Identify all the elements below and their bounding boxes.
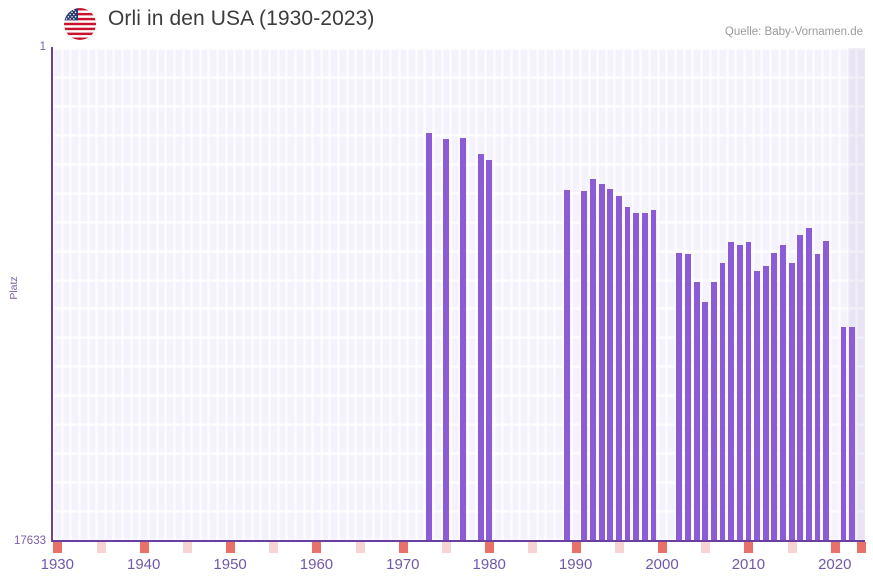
us-flag-icon bbox=[64, 8, 96, 40]
x-axis-tick-mark bbox=[312, 542, 322, 553]
chart-header: Orli in den USA (1930-2023) Quelle: Baby… bbox=[0, 0, 873, 48]
bar bbox=[425, 133, 432, 540]
bar bbox=[598, 184, 605, 540]
bar bbox=[702, 301, 709, 540]
bar bbox=[615, 195, 622, 540]
bar bbox=[486, 159, 493, 540]
bar bbox=[780, 244, 786, 540]
x-axis-tick-mark bbox=[658, 542, 667, 553]
x-axis-tick-mark bbox=[744, 542, 754, 553]
bar bbox=[650, 209, 657, 540]
bar-series bbox=[53, 48, 865, 540]
bar bbox=[443, 138, 450, 540]
x-axis-tick-label: 1930 bbox=[40, 556, 74, 573]
bar bbox=[641, 212, 648, 540]
x-axis-tick-mark bbox=[485, 542, 495, 553]
x-axis-tick-mark bbox=[139, 542, 149, 553]
x-axis-tick-label: 1950 bbox=[213, 556, 247, 573]
bar bbox=[624, 207, 631, 540]
x-axis-minor-tick-mark bbox=[182, 542, 192, 553]
bar bbox=[477, 154, 484, 540]
bar bbox=[754, 271, 761, 540]
bar bbox=[607, 189, 614, 540]
x-axis-tick-mark bbox=[53, 542, 63, 553]
bar bbox=[719, 262, 726, 540]
chart-title: Orli in den USA (1930-2023) bbox=[108, 7, 375, 30]
bar bbox=[460, 137, 467, 540]
bar bbox=[771, 253, 778, 540]
bar bbox=[806, 227, 812, 540]
bar bbox=[685, 254, 691, 540]
x-axis-tick-label: 1980 bbox=[472, 556, 506, 573]
bar bbox=[745, 242, 752, 540]
x-axis-tick-label: 1940 bbox=[127, 556, 161, 573]
bar bbox=[788, 262, 795, 540]
x-axis-tick-label: 2000 bbox=[645, 556, 679, 573]
bar bbox=[676, 253, 683, 540]
bar bbox=[693, 282, 700, 540]
bar bbox=[728, 241, 735, 540]
x-axis-line bbox=[51, 540, 865, 542]
x-axis-tick-label: 1990 bbox=[558, 556, 593, 573]
bar bbox=[814, 254, 821, 540]
x-axis-tick-mark bbox=[226, 542, 236, 553]
x-axis-tick-label: 2020 bbox=[818, 556, 852, 573]
bar bbox=[581, 190, 588, 540]
bar bbox=[590, 178, 596, 540]
source-attribution: Quelle: Baby-Vornamen.de bbox=[724, 26, 863, 38]
x-axis-minor-tick-mark bbox=[701, 542, 711, 553]
x-axis-minor-tick-mark bbox=[269, 542, 279, 553]
x-axis-tick-mark bbox=[571, 542, 581, 553]
bar bbox=[849, 326, 856, 540]
x-axis-tick-label: 1970 bbox=[386, 556, 420, 573]
bar bbox=[823, 240, 830, 540]
bar bbox=[762, 265, 769, 540]
x-axis-minor-tick-mark bbox=[528, 542, 538, 553]
x-axis-minor-tick-mark bbox=[355, 542, 365, 553]
y-axis-title: Platz bbox=[8, 276, 20, 300]
x-axis-minor-tick-mark bbox=[442, 542, 452, 553]
x-axis-minor-tick-mark bbox=[96, 542, 106, 553]
bar bbox=[710, 282, 717, 540]
x-axis-tick-mark bbox=[830, 542, 840, 553]
x-axis-minor-tick-mark bbox=[787, 542, 797, 553]
bar bbox=[840, 326, 847, 540]
bar bbox=[797, 234, 804, 540]
y-axis-tick-bottom: 17633 bbox=[14, 535, 46, 547]
bar bbox=[633, 212, 640, 540]
x-axis-tick-mark bbox=[398, 542, 408, 553]
bar bbox=[736, 244, 743, 540]
x-axis-tick-mark-end bbox=[856, 542, 866, 553]
plot-area bbox=[53, 48, 865, 540]
x-axis-tick-label: 1960 bbox=[299, 556, 334, 573]
bar bbox=[564, 190, 570, 540]
x-axis-minor-tick-mark bbox=[614, 542, 624, 553]
x-axis-tick-label: 2010 bbox=[731, 556, 766, 573]
y-axis-tick-top: 1 bbox=[39, 41, 46, 53]
y-axis-line bbox=[51, 47, 53, 541]
